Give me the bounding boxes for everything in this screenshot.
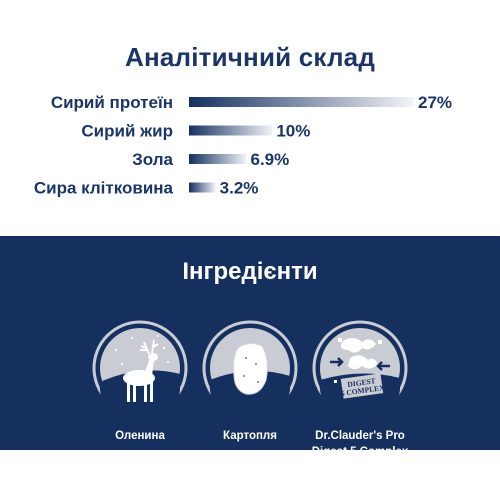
ingredient-label: Оленина	[115, 430, 165, 442]
bar	[189, 154, 247, 164]
digest-complex-icon: DIGEST 5 COMPLEX	[312, 320, 408, 416]
ingredients-title: Інгредієнти	[182, 258, 318, 285]
bar	[189, 125, 273, 136]
analysis-title: Аналітичний склад	[124, 42, 376, 72]
bar	[189, 182, 216, 193]
bar-value-label: 6.9%	[251, 150, 290, 169]
bar-category-label: Сирий протеїн	[51, 93, 173, 112]
ingredient-potato: Картопля	[194, 320, 306, 444]
composition-bar-chart: Сирий протеїн 27% Сирий жир 10% Зола 6.9% Сира…	[34, 93, 452, 198]
ingredient-venison: Оленина	[84, 320, 196, 444]
ingredient-label: Картопля	[223, 430, 277, 442]
bar-category-label: Сирий жир	[81, 122, 173, 141]
bar-category-label: Зола	[132, 150, 173, 169]
ingredient-digest-complex: DIGEST 5 COMPLEX Dr.Clauder's Pro Digest…	[304, 320, 416, 460]
bar-value-label: 10%	[276, 122, 310, 141]
digest-badge-line-1: DIGEST	[347, 376, 376, 389]
bar	[189, 97, 414, 107]
bar-category-label: Сира клітковина	[34, 179, 174, 198]
bar-value-label: 3.2%	[220, 179, 259, 198]
bar-value-label: 27%	[418, 93, 452, 112]
potato-icon	[202, 320, 298, 416]
deer-icon	[92, 320, 188, 416]
footer-space	[0, 450, 500, 500]
ingredients-section: Інгредієнти Оленина	[0, 236, 500, 458]
